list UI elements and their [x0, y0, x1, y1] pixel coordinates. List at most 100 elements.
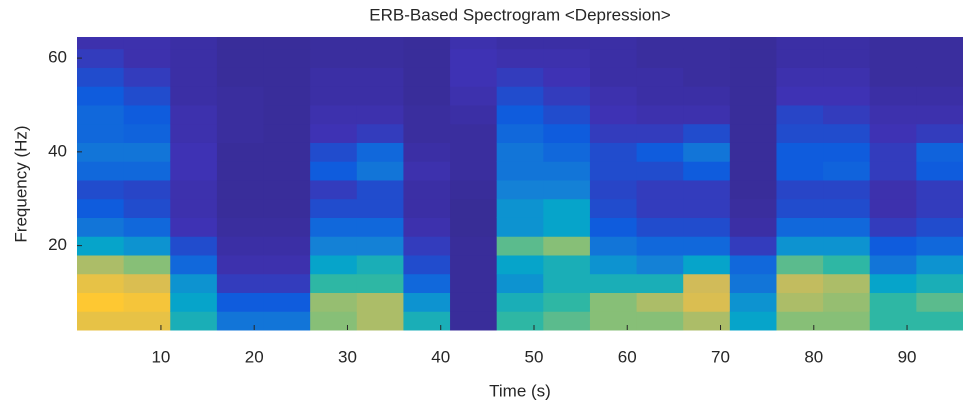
heatmap-cell — [310, 48, 358, 68]
heatmap-cell — [823, 254, 871, 275]
heatmap-cell — [496, 311, 544, 331]
heatmap-cell — [543, 123, 591, 143]
heatmap-cell — [216, 292, 265, 312]
heatmap-cell — [496, 254, 544, 275]
heatmap-cell — [823, 292, 871, 312]
heatmap-cell — [729, 311, 777, 331]
heatmap-cell — [170, 273, 218, 293]
heatmap-cell — [450, 217, 498, 237]
heatmap-cell — [916, 67, 963, 87]
heatmap-cell — [170, 37, 218, 50]
heatmap-cell — [77, 179, 125, 200]
heatmap-cell — [589, 104, 638, 125]
heatmap-cell — [683, 48, 731, 68]
heatmap-cell — [636, 236, 684, 256]
heatmap-cell — [263, 311, 311, 331]
x-tick-label: 50 — [525, 347, 544, 366]
heatmap-cell — [450, 123, 498, 143]
heatmap-cell — [356, 37, 404, 50]
heatmap-cell — [729, 217, 777, 237]
heatmap-cell — [170, 198, 218, 218]
heatmap-cell — [869, 292, 917, 312]
y-tick-label: 40 — [48, 141, 67, 160]
heatmap-cell — [589, 86, 638, 106]
heatmap-cell — [916, 142, 963, 162]
heatmap-cell — [543, 67, 591, 87]
heatmap-cell — [636, 292, 684, 312]
heatmap-cell — [869, 37, 917, 50]
heatmap-cell — [543, 104, 591, 125]
heatmap-cell — [636, 273, 684, 293]
heatmap-cell — [263, 217, 311, 237]
heatmap-cell — [823, 273, 871, 293]
heatmap-cell — [123, 123, 171, 143]
heatmap-cell — [496, 48, 544, 68]
heatmap-cell — [869, 236, 917, 256]
heatmap-cell — [823, 142, 871, 162]
heatmap-cell — [729, 48, 777, 68]
heatmap-cell — [636, 198, 684, 218]
x-tick-label: 30 — [338, 347, 357, 366]
heatmap-cell — [403, 104, 451, 125]
heatmap-cell — [77, 123, 125, 143]
heatmap-cell — [216, 254, 265, 275]
heatmap-cell — [729, 292, 777, 312]
heatmap-cell — [496, 67, 544, 87]
heatmap-cell — [543, 273, 591, 293]
heatmap-cell — [496, 292, 544, 312]
heatmap-cell — [683, 67, 731, 87]
heatmap-cell — [310, 67, 358, 87]
y-tick-label: 60 — [48, 48, 67, 67]
heatmap-cell — [170, 236, 218, 256]
heatmap-cell — [216, 67, 265, 87]
heatmap-cell — [356, 142, 404, 162]
x-tick-label: 60 — [618, 347, 637, 366]
heatmap-cell — [823, 198, 871, 218]
heatmap-cell — [356, 161, 404, 181]
heatmap-cell — [869, 104, 917, 125]
heatmap-cell — [170, 104, 218, 125]
heatmap-cell — [636, 48, 684, 68]
heatmap-cell — [869, 198, 917, 218]
heatmap-cell — [263, 123, 311, 143]
heatmap-cell — [403, 37, 451, 50]
heatmap-cell — [683, 142, 731, 162]
heatmap-cell — [310, 217, 358, 237]
heatmap-cell — [263, 48, 311, 68]
heatmap-cell — [170, 161, 218, 181]
heatmap-cell — [589, 217, 638, 237]
heatmap-cell — [263, 37, 311, 50]
heatmap-cell — [356, 104, 404, 125]
heatmap-cell — [916, 86, 963, 106]
heatmap-cell — [543, 37, 591, 50]
heatmap-cell — [543, 236, 591, 256]
heatmap-cell — [216, 123, 265, 143]
heatmap-cell — [310, 179, 358, 200]
heatmap-cell — [77, 236, 125, 256]
heatmap-cell — [403, 86, 451, 106]
heatmap-cell — [729, 123, 777, 143]
heatmap-cell — [589, 179, 638, 200]
heatmap-cell — [589, 236, 638, 256]
heatmap-cell — [496, 236, 544, 256]
heatmap-cell — [77, 37, 125, 50]
heatmap-cell — [356, 48, 404, 68]
heatmap-cell — [496, 179, 544, 200]
heatmap-cell — [310, 254, 358, 275]
heatmap-cell — [589, 161, 638, 181]
heatmap-cell — [823, 48, 871, 68]
heatmap-cell — [869, 123, 917, 143]
heatmap-cell — [356, 236, 404, 256]
heatmap-cell — [356, 311, 404, 331]
heatmap-cell — [916, 236, 963, 256]
heatmap-cell — [123, 311, 171, 331]
heatmap-cell — [403, 48, 451, 68]
heatmap-cell — [636, 86, 684, 106]
heatmap-cell — [216, 179, 265, 200]
heatmap-cell — [776, 48, 824, 68]
heatmap-cell — [356, 86, 404, 106]
heatmap-cell — [310, 123, 358, 143]
heatmap-cell — [496, 104, 544, 125]
heatmap-cell — [823, 37, 871, 50]
heatmap-cell — [543, 179, 591, 200]
